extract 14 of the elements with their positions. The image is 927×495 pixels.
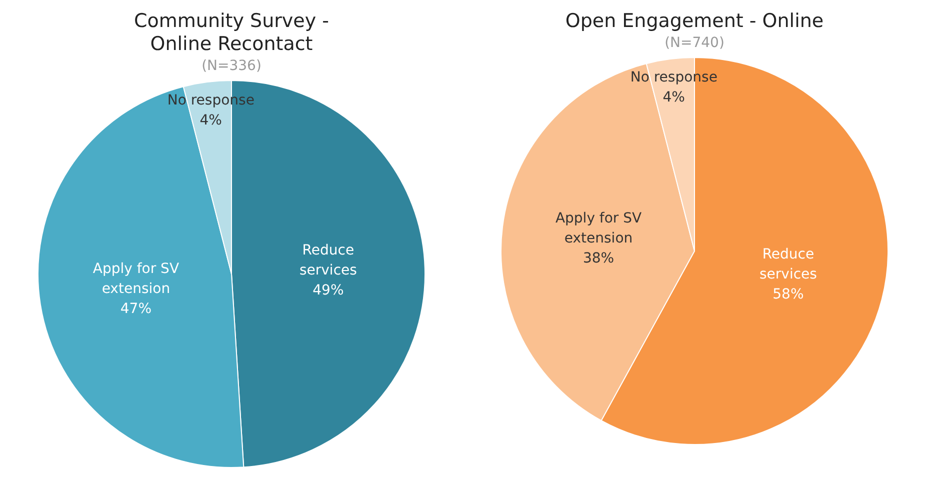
data-label: 49% [312,282,344,299]
data-label: 58% [772,286,804,303]
slice-label: Apply for SV extension [555,210,642,247]
data-label: 47% [120,300,152,317]
slice-label: Reduce services [299,242,357,279]
data-label: 38% [582,250,614,267]
slice-label: Apply for SV extension [92,260,180,297]
chart-subtitle: (N=336) [202,58,262,74]
chart-title: Community Survey - Online Recontact [133,10,330,56]
chart-title: Open Engagement - Online [564,10,824,33]
slice-label: Reduce services [759,246,817,283]
data-label: 4% [200,112,222,128]
chart-subtitle: (N=740) [664,35,724,51]
data-label: 4% [662,89,685,106]
